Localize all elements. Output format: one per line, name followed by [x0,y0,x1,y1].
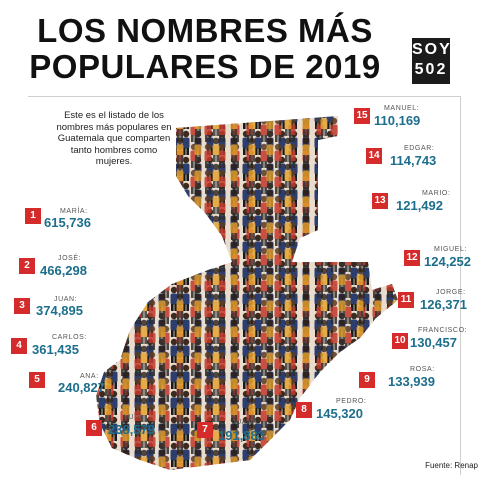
frame-border [28,96,461,475]
rank-value: 130,457 [410,335,457,350]
rank-name: MARÍA: [60,208,88,215]
rank-name: FRANCISCO: [418,327,468,334]
rank-badge: 3 [14,298,30,314]
intro-text: Este es el listado de los nombres más po… [56,110,172,167]
rank-name: MANUEL: [384,105,420,112]
rank-value: 374,895 [36,303,83,318]
rank-name: JUANA: [232,419,261,426]
logo-line-1: SOY [412,41,452,58]
rank-name: JUAN: [54,296,78,303]
rank-name: LUIS: [124,414,145,421]
rank-value: 121,492 [396,198,443,213]
rank-badge: 15 [354,108,370,124]
rank-badge: 4 [11,338,27,354]
rank-name: ANA: [80,373,99,380]
soy502-logo: SOY 502 [412,38,450,84]
rank-value: 466,298 [40,263,87,278]
rank-value: 110,169 [374,113,421,128]
rank-value: 133,939 [388,374,435,389]
rank-badge: 12 [404,250,420,266]
rank-name: JOSÉ: [58,255,82,262]
rank-badge: 13 [372,193,388,209]
rank-badge: 1 [25,208,41,224]
rank-name: JORGE: [436,289,466,296]
rank-badge: 10 [392,333,408,349]
rank-badge: 9 [359,372,375,388]
rank-badge: 14 [366,148,382,164]
source-note: Fuente: Renap [425,461,478,470]
rank-badge: 5 [29,372,45,388]
rank-badge: 2 [19,258,35,274]
rank-value: 124,252 [424,254,471,269]
rank-value: 238,579 [108,422,155,437]
rank-badge: 7 [197,422,213,438]
rank-value: 240,827 [58,380,105,395]
rank-name: CARLOS: [52,334,87,341]
rank-value: 361,435 [32,342,79,357]
rank-value: 114,743 [390,153,437,168]
rank-name: MARIO: [422,190,451,197]
rank-name: PEDRO: [336,398,367,405]
rank-value: 615,736 [44,215,91,230]
rank-badge: 8 [296,402,312,418]
title-line-1: LOS NOMBRES MÁS [37,12,373,49]
rank-badge: 6 [86,420,102,436]
rank-value: 126,371 [420,297,467,312]
title-line-2: POPULARES DE 2019 [29,48,381,85]
logo-line-2: 502 [414,61,448,78]
rank-name: MIGUEL: [434,246,467,253]
rank-badge: 11 [398,292,414,308]
rank-value: 145,320 [316,406,363,421]
rank-name: EDGAR: [404,145,435,152]
rank-name: ROSA: [410,366,435,373]
rank-value: 191,883 [218,428,265,443]
